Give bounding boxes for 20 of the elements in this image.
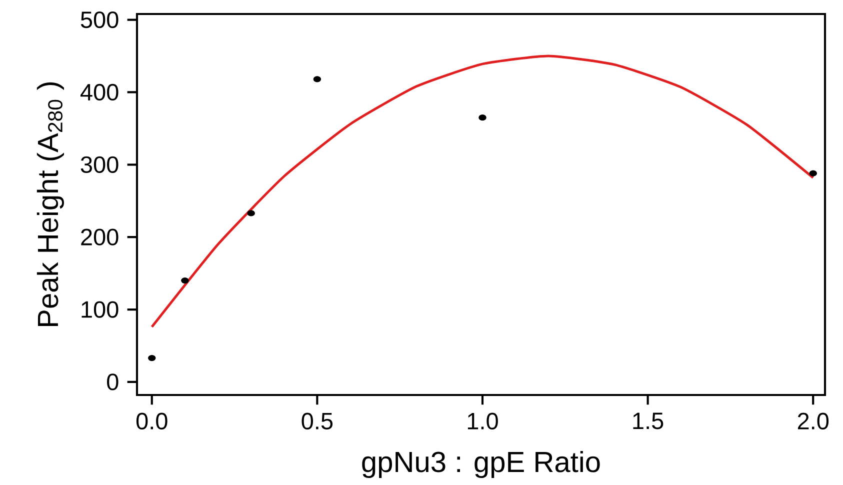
point: [313, 76, 322, 82]
x-tick-label: 0.5: [302, 412, 333, 430]
x-tick-label: 1.0: [468, 412, 498, 430]
x-tick-label: 2.0: [798, 412, 829, 430]
x-tick-label: 0.0: [136, 412, 168, 430]
point: [809, 170, 817, 176]
x-axis-title: gpNu3 : gpE Ratio: [362, 450, 600, 478]
point: [148, 355, 156, 362]
line-series: [150, 54, 814, 328]
y-tick-label: 0: [107, 374, 118, 390]
point: [247, 210, 255, 216]
x-tick-label: 1.5: [633, 412, 664, 430]
point: [181, 278, 189, 284]
y-tick-label: 400: [80, 84, 118, 101]
y-tick-label: 300: [80, 156, 118, 173]
y-tick-label: 500: [80, 11, 118, 28]
point: [478, 114, 486, 121]
y-axis-title: Peak Height (A$_{280}$ ): [36, 82, 64, 326]
y-tick-label: 200: [81, 228, 118, 246]
y-tick-label: 100: [82, 301, 118, 318]
